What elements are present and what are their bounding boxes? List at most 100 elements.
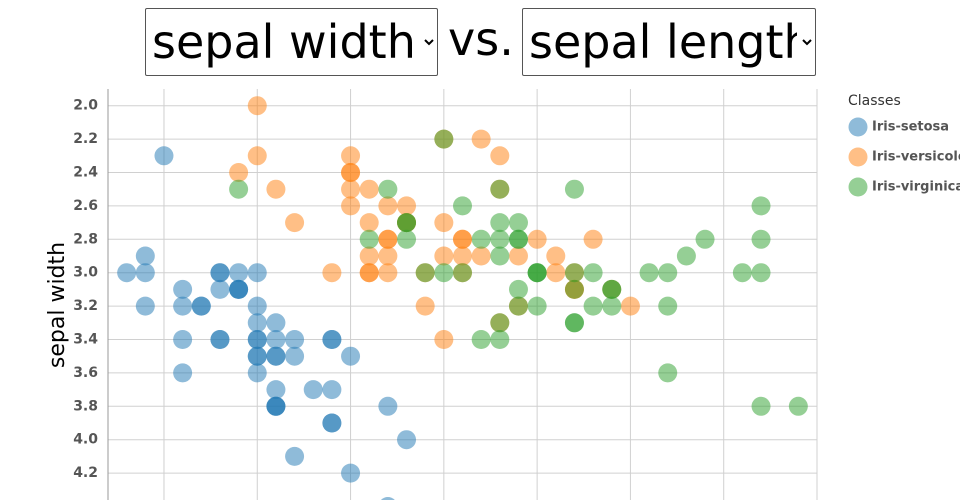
point [266, 380, 286, 400]
point [397, 229, 417, 249]
point [378, 246, 398, 266]
y-tick-label: 3.0 [73, 265, 98, 281]
point [397, 213, 417, 233]
point [378, 396, 398, 416]
point [303, 380, 323, 400]
point [508, 246, 528, 266]
point [266, 179, 286, 199]
y-select[interactable]: sepal width [145, 8, 438, 76]
point [490, 313, 510, 333]
point [380, 497, 395, 500]
point [732, 263, 752, 283]
y-tick-label: 2.0 [73, 98, 98, 114]
point [453, 229, 472, 249]
point [397, 196, 417, 216]
y-axis-label: sepal width [45, 242, 70, 368]
point [247, 346, 267, 366]
point [527, 296, 547, 316]
point [490, 146, 510, 166]
legend-label: Iris-versicolor [872, 150, 960, 165]
point [490, 179, 510, 199]
point [229, 179, 249, 199]
y-tick-label: 2.4 [73, 165, 98, 181]
point [415, 296, 435, 316]
point [341, 196, 361, 216]
y-tick-label: 4.2 [73, 465, 98, 481]
point [322, 380, 342, 400]
point [173, 279, 193, 299]
point [751, 396, 771, 416]
point [378, 196, 398, 216]
point [378, 179, 398, 199]
point [210, 330, 230, 349]
point [620, 296, 640, 316]
point [359, 263, 379, 283]
y-tick-label: 4.0 [73, 432, 98, 448]
legend-label: Iris-virginica [872, 180, 960, 195]
y-tick-label: 2.6 [73, 198, 98, 214]
legend-label: Iris-setosa [872, 120, 949, 135]
point [341, 163, 361, 182]
point [247, 96, 267, 116]
point [434, 330, 454, 349]
point [788, 396, 808, 416]
point [247, 363, 267, 383]
point [695, 229, 715, 249]
y-tick-label: 2.8 [73, 231, 98, 247]
point [676, 246, 696, 266]
y-tick-label: 3.2 [73, 298, 98, 314]
point [527, 263, 547, 283]
point [341, 146, 361, 166]
point [135, 246, 155, 266]
point [508, 279, 528, 299]
point [247, 263, 267, 283]
point [247, 313, 267, 333]
point [471, 129, 491, 149]
point [453, 196, 472, 216]
point [564, 279, 584, 299]
point [285, 330, 305, 349]
legend-marker [848, 177, 868, 197]
point [285, 446, 305, 466]
point [527, 229, 547, 249]
point [415, 263, 435, 283]
point [247, 296, 267, 316]
point [490, 330, 510, 349]
point [359, 229, 379, 249]
point [658, 263, 678, 283]
point [508, 213, 528, 233]
point [564, 179, 584, 199]
point [359, 246, 379, 266]
point [322, 263, 342, 283]
point [229, 279, 249, 299]
point [602, 279, 622, 299]
y-tick-label: 2.2 [73, 131, 98, 147]
point [471, 229, 491, 249]
point [229, 163, 249, 182]
point [490, 246, 510, 266]
point [490, 213, 510, 233]
point [210, 279, 230, 299]
legend-marker [848, 117, 868, 137]
y-tick-label: 3.4 [73, 332, 98, 348]
point [751, 229, 771, 249]
point [154, 146, 174, 166]
point [602, 296, 622, 316]
point [508, 229, 528, 249]
point [173, 296, 193, 316]
point [471, 330, 491, 349]
point [229, 263, 249, 283]
point [751, 196, 771, 216]
point [583, 296, 603, 316]
point [583, 229, 603, 249]
y-tick-label: 3.6 [73, 365, 98, 381]
point [359, 179, 379, 199]
point [471, 246, 491, 266]
point [751, 263, 771, 283]
point [322, 330, 342, 349]
point [285, 213, 305, 233]
x-select[interactable]: sepal length [522, 8, 816, 76]
point [434, 129, 454, 149]
